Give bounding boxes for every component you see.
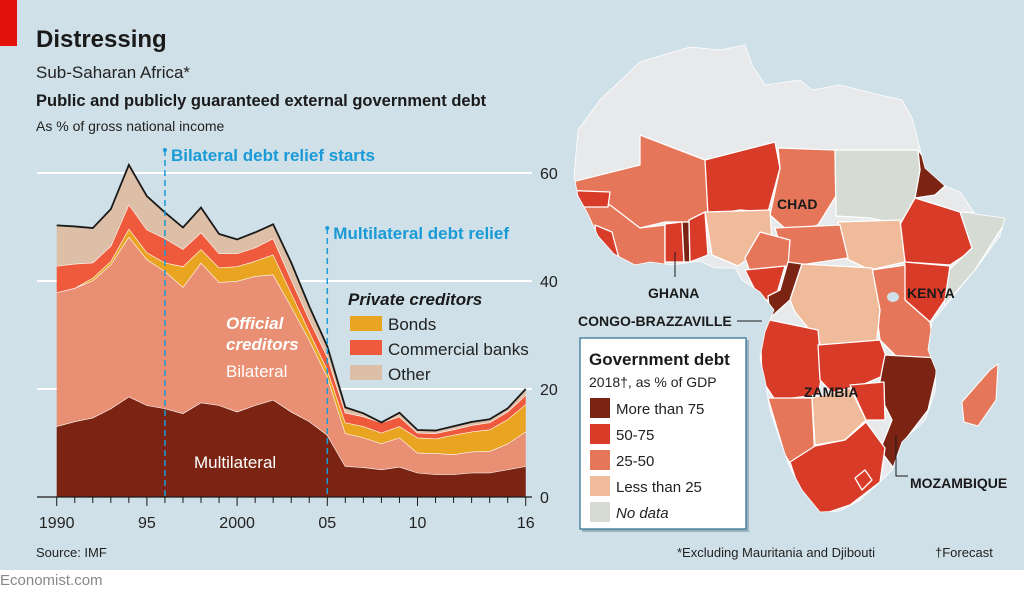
source-note: Source: IMF — [36, 545, 107, 560]
x-tick-label: 10 — [409, 515, 427, 532]
y-tick-label: 60 — [540, 166, 558, 183]
map-legend-swatch — [590, 476, 610, 496]
legend-swatch-banks — [350, 340, 382, 355]
area-label-official-1: Official — [226, 314, 285, 333]
region-botswana — [811, 387, 867, 446]
lake-victoria — [887, 292, 899, 302]
annotations: Bilateral debt relief starts Multilateral… — [162, 146, 509, 497]
map-legend-swatch — [590, 502, 610, 522]
region-benin — [688, 211, 709, 263]
legend-label-banks: Commercial banks — [388, 340, 529, 359]
area-bilateral — [56, 236, 526, 475]
region-somalia — [937, 211, 1005, 306]
region-mozambique — [877, 354, 941, 471]
map-label-mozambique: MOZAMBIQUE — [910, 475, 1007, 491]
map-legend-subtitle: 2018†, as % of GDP — [589, 374, 717, 390]
map-legend: Government debt 2018†, as % of GDP More … — [579, 337, 749, 532]
region-madagascar — [961, 362, 999, 427]
annotation-dot — [162, 148, 167, 152]
region-zimbabwe — [849, 381, 886, 421]
legend-swatch-other — [350, 365, 382, 380]
legend-label-bonds: Bonds — [388, 315, 436, 334]
map-label-zambia: ZAMBIA — [804, 384, 858, 400]
map-label-ghana: GHANA — [648, 285, 699, 301]
region-eritrea — [914, 149, 946, 199]
legend-swatch-bonds — [350, 316, 382, 331]
legend-private-creditors: Private creditors Bonds Commercial banks… — [348, 290, 529, 384]
accent-bar — [0, 0, 17, 46]
footnote-exclusions: *Excluding Mauritania and Djibouti — [677, 545, 875, 560]
stacked-areas — [56, 162, 527, 497]
area-label-multilateral: Multilateral — [194, 453, 276, 472]
chart-unit: As % of gross national income — [36, 118, 225, 134]
map-legend-label: No data — [616, 505, 669, 522]
region-senegal — [574, 189, 611, 208]
area-label-bilateral: Bilateral — [226, 362, 287, 381]
area-other — [56, 164, 526, 434]
map-legend-swatch — [590, 450, 610, 470]
y-tick-label: 40 — [540, 274, 558, 291]
map-legend-label: 25-50 — [616, 453, 654, 470]
leader-mozambique — [895, 435, 908, 477]
title: Distressing — [36, 26, 167, 53]
map-label-chad: CHAD — [777, 196, 817, 212]
annotation-dot — [325, 226, 330, 230]
boundary-other — [56, 162, 527, 432]
chart-title: Public and publicly guaranteed external … — [36, 92, 487, 110]
map-legend-swatch — [590, 424, 610, 444]
map-legend-label: Less than 25 — [616, 479, 702, 496]
region-lesotho — [854, 469, 873, 491]
map-legend-label: 50-75 — [616, 427, 654, 444]
footnote-forecast: †Forecast — [935, 545, 993, 560]
x-tick-label: 1990 — [39, 515, 75, 532]
map-label-kenya: KENYA — [907, 285, 955, 301]
y-tick-label: 0 — [540, 490, 549, 507]
x-tick-label: 2000 — [219, 515, 255, 532]
map-legend-swatch — [590, 398, 610, 418]
area-label-official-2: creditors — [226, 335, 299, 354]
area-commercial-banks — [56, 204, 526, 439]
area-multilateral — [56, 396, 526, 497]
map-legend-title: Government debt — [589, 350, 730, 369]
annotation-label: Multilateral debt relief — [333, 224, 509, 243]
annotation-label: Bilateral debt relief starts — [171, 146, 375, 165]
figure: Distressing Sub-Saharan Africa* Public a… — [0, 0, 1007, 560]
axes: 1990 95 2000 05 10 16 — [37, 496, 535, 532]
x-tick-label: 05 — [318, 515, 336, 532]
legend-label-other: Other — [388, 365, 431, 384]
brand-footer: Economist.com — [0, 572, 103, 589]
legend-title: Private creditors — [348, 290, 482, 309]
x-tick-label: 16 — [517, 515, 535, 532]
map-legend-label: More than 75 — [616, 401, 704, 418]
x-tick-label: 95 — [138, 515, 156, 532]
map-label-congo-brazzaville: CONGO-BRAZZAVILLE — [578, 313, 732, 329]
y-tick-label: 20 — [540, 382, 558, 399]
area-bonds — [56, 228, 526, 455]
subtitle: Sub-Saharan Africa* — [36, 63, 190, 82]
